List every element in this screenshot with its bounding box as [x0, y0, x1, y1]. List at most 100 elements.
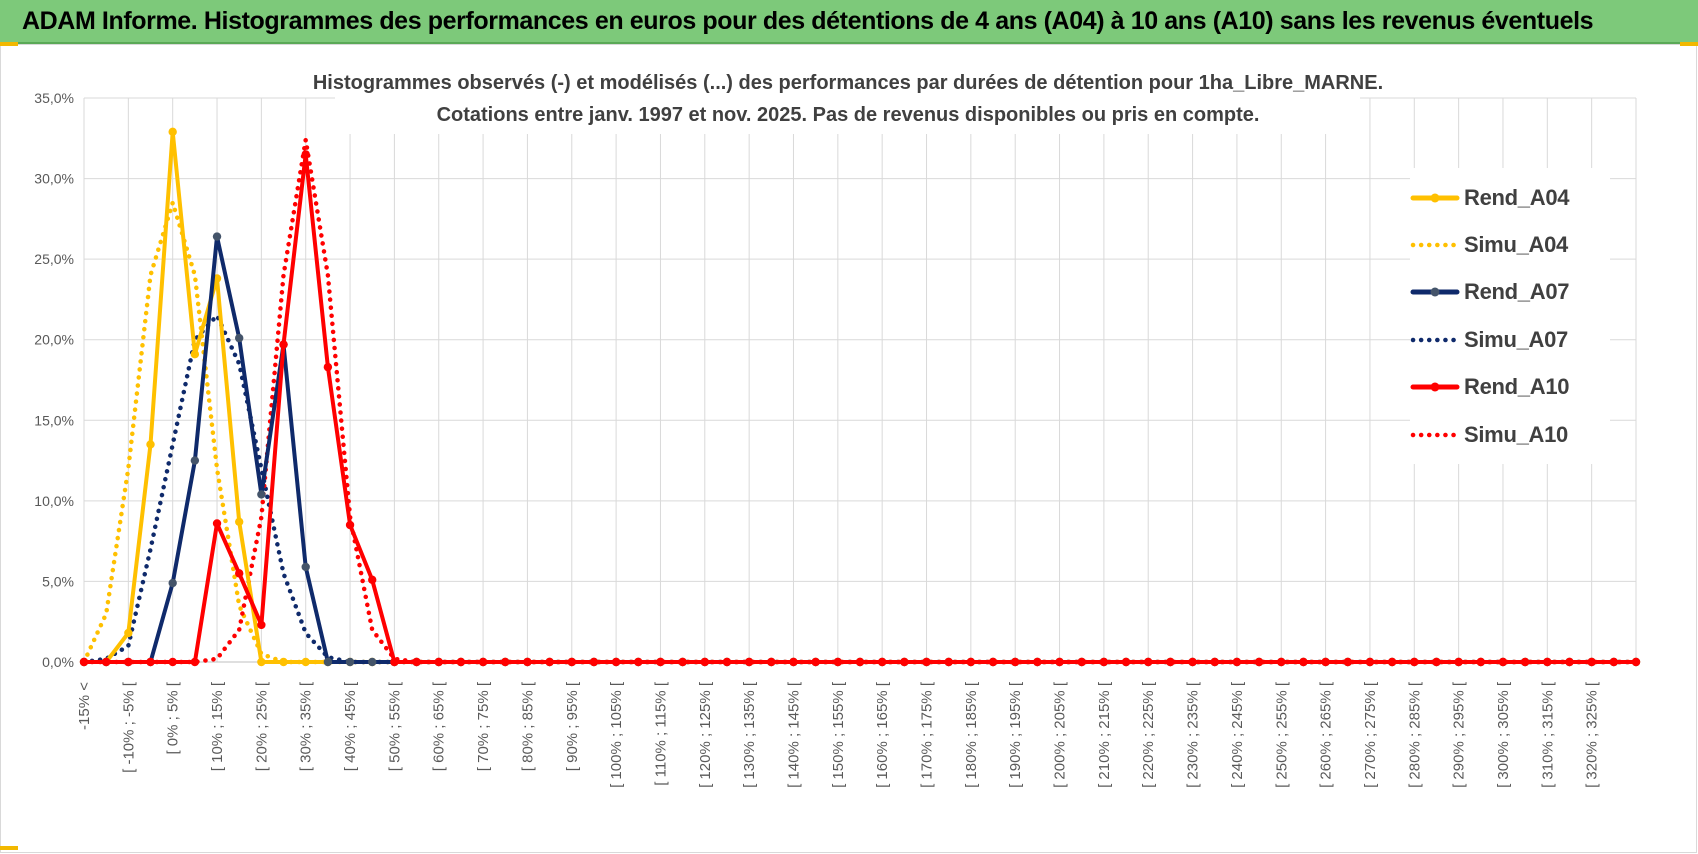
data-point-Rend_A10 [1432, 657, 1441, 667]
x-tick-label: [ -10% ; -5% [ [120, 681, 137, 773]
grid-layer [83, 97, 1637, 663]
data-point-Rend_A10 [412, 657, 421, 667]
data-point-Rend_A10 [212, 519, 222, 528]
data-point-Rend_A04 [168, 127, 177, 137]
data-point-Rend_A10 [323, 362, 333, 372]
x-tick-label: [ 240% ; 245% [ [1229, 681, 1246, 788]
data-point-Rend_A10 [1077, 657, 1086, 667]
data-point-Rend_A04 [146, 440, 155, 449]
x-tick-label: [ 110% ; 115% [ [652, 681, 669, 786]
x-tick-label: [ 60% ; 65% [ [431, 681, 448, 771]
x-tick-label: [ 160% ; 165% [ [874, 681, 891, 788]
y-tick-label: 25,0% [34, 251, 74, 267]
data-point-Rend_A10 [1055, 657, 1064, 667]
data-point-Rend_A10 [1099, 657, 1109, 667]
x-tick-label: [ 200% ; 205% [ [1052, 681, 1069, 788]
y-tick-label: 35,0% [34, 90, 74, 106]
corner-mark [0, 42, 18, 46]
data-point-Rend_A10 [501, 657, 510, 667]
data-point-Rend_A07 [235, 333, 244, 343]
data-point-Rend_A04 [279, 657, 288, 667]
data-point-Rend_A10 [1543, 657, 1552, 667]
legend-label: Simu_A07 [1464, 326, 1568, 352]
data-point-Rend_A10 [1631, 657, 1641, 667]
data-point-Rend_A10 [966, 657, 976, 667]
chart-title-block: Histogrammes observés (-) et modélisés (… [313, 64, 1383, 134]
data-point-Rend_A10 [390, 657, 399, 667]
data-point-Rend_A04 [257, 657, 266, 667]
legend: Rend_A04 Simu_A04 Rend_A07 Simu_A07 Rend_A10… [1410, 168, 1610, 465]
legend-swatch [1410, 432, 1460, 437]
data-point-Rend_A04 [190, 350, 200, 359]
x-tick-label: [ 310% ; 315% [ [1539, 681, 1556, 788]
legend-item: Rend_A10 [1410, 364, 1610, 411]
data-point-Rend_A10 [545, 657, 554, 667]
data-point-Rend_A10 [168, 657, 177, 667]
data-point-Rend_A10 [678, 657, 687, 667]
data-point-Rend_A10 [235, 569, 244, 578]
data-point-Rend_A10 [345, 520, 355, 530]
series-Rend_A10 [79, 150, 1641, 667]
x-tick-label: [ 30% ; 35% [ [298, 681, 315, 771]
chart-title-background [335, 64, 1360, 134]
x-tick-label: [ 20% ; 25% [ [253, 681, 270, 771]
x-tick-label: [ 0% ; 5% [ [165, 681, 182, 754]
chart-frame [0, 44, 1697, 853]
data-point-Rend_A10 [988, 657, 998, 667]
legend-swatch [1410, 382, 1460, 392]
x-tick-label: -15% < [76, 682, 93, 730]
data-point-Rend_A10 [1232, 657, 1242, 667]
data-point-Rend_A10 [434, 657, 443, 667]
data-point-Rend_A10 [478, 657, 488, 667]
data-point-Rend_A07 [368, 657, 377, 667]
x-tick-label: [ 130% ; 135% [ [741, 681, 758, 788]
series-line-Simu_A10 [81, 137, 1639, 665]
data-point-Rend_A07 [345, 657, 355, 667]
data-point-Rend_A10 [656, 657, 665, 667]
data-point-Rend_A10 [190, 657, 200, 667]
data-point-Rend_A10 [1410, 657, 1419, 667]
legend-item: Rend_A04 [1410, 174, 1610, 221]
data-point-Rend_A07 [301, 562, 310, 572]
data-point-Rend_A10 [1254, 657, 1264, 667]
data-point-Rend_A10 [1033, 657, 1042, 667]
data-point-Rend_A10 [523, 657, 532, 667]
corner-mark [1680, 42, 1698, 46]
data-point-Rend_A10 [1321, 657, 1330, 667]
x-tick-label: [ 250% ; 255% [ [1273, 681, 1290, 788]
x-tick-label: [ 150% ; 155% [ [830, 681, 847, 788]
data-point-Rend_A10 [1587, 657, 1596, 667]
data-point-Rend_A10 [1277, 657, 1286, 667]
data-point-Rend_A10 [279, 340, 288, 349]
series-Rend_A04 [79, 127, 1641, 667]
data-point-Rend_A07 [257, 490, 266, 499]
x-tick-label: [ 100% ; 105% [ [608, 681, 625, 788]
legend-swatch-marker [1430, 287, 1440, 297]
data-point-Rend_A10 [877, 657, 887, 667]
data-point-Rend_A10 [79, 657, 89, 667]
data-point-Rend_A10 [1454, 657, 1463, 667]
header-bar: ADAM Informe. Histogrammes des performan… [0, 0, 1698, 44]
legend-swatch [1410, 337, 1460, 343]
legend-item: Rend_A07 [1410, 269, 1610, 316]
data-point-Rend_A10 [744, 657, 754, 667]
data-point-Rend_A10 [1387, 657, 1397, 667]
data-point-Rend_A10 [301, 150, 310, 159]
x-tick-label: [ 120% ; 125% [ [697, 681, 714, 788]
data-point-Rend_A10 [1188, 657, 1197, 667]
x-tick-label: [ 260% ; 265% [ [1318, 681, 1335, 788]
y-tick-label: 20,0% [34, 332, 74, 348]
y-tick-label: 10,0% [34, 493, 74, 509]
data-point-Rend_A07 [212, 232, 222, 241]
legend-label: Rend_A07 [1464, 279, 1570, 305]
x-tick-label: [ 210% ; 215% [ [1096, 681, 1113, 788]
axis-layer: 0,0% 5,0% 10,0% 15,0% 20,0% 25,0% 30,0% 35,0% -1… [34, 90, 1636, 788]
data-point-Rend_A10 [456, 657, 466, 667]
y-tick-label: 5,0% [42, 573, 74, 589]
data-point-Rend_A10 [944, 657, 953, 667]
data-point-Rend_A10 [634, 657, 643, 667]
data-point-Rend_A10 [900, 657, 909, 667]
chart-title: Histogrammes observés (-) et modélisés (… [313, 72, 1383, 94]
y-tick-label: 30,0% [34, 171, 74, 187]
